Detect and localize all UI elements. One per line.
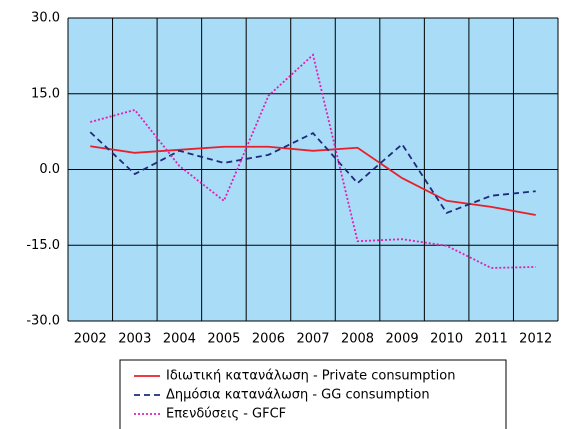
y-tick-label: 15.0 <box>31 86 60 101</box>
x-tick-label: 2011 <box>475 332 508 347</box>
x-tick-label: 2002 <box>74 332 107 347</box>
y-tick-label: -30.0 <box>26 314 60 329</box>
series-line <box>90 53 536 269</box>
x-tick-label: 2005 <box>207 332 240 347</box>
x-tick-label: 2008 <box>341 332 374 347</box>
legend-label: Ιδιωτική κατανάλωση - Private consumptio… <box>166 369 455 384</box>
y-tick-label: 30.0 <box>31 11 60 26</box>
legend-label: Δημόσια κατανάλωση - GG consumption <box>166 388 430 403</box>
legend-box <box>119 359 507 429</box>
x-tick-label: 2004 <box>163 332 196 347</box>
x-tick-label: 2010 <box>430 332 463 347</box>
x-tick-label: 2003 <box>118 332 151 347</box>
x-tick-label: 2012 <box>519 332 552 347</box>
x-tick-label: 2006 <box>252 332 285 347</box>
x-tick-label: 2007 <box>296 332 329 347</box>
y-tick-label: -15.0 <box>26 238 60 253</box>
y-tick-label: 0.0 <box>39 162 60 177</box>
legend-label: Επενδύσεις - GFCF <box>166 407 286 422</box>
x-tick-label: 2009 <box>386 332 419 347</box>
series-line <box>89 131 536 215</box>
series-line <box>90 145 536 216</box>
